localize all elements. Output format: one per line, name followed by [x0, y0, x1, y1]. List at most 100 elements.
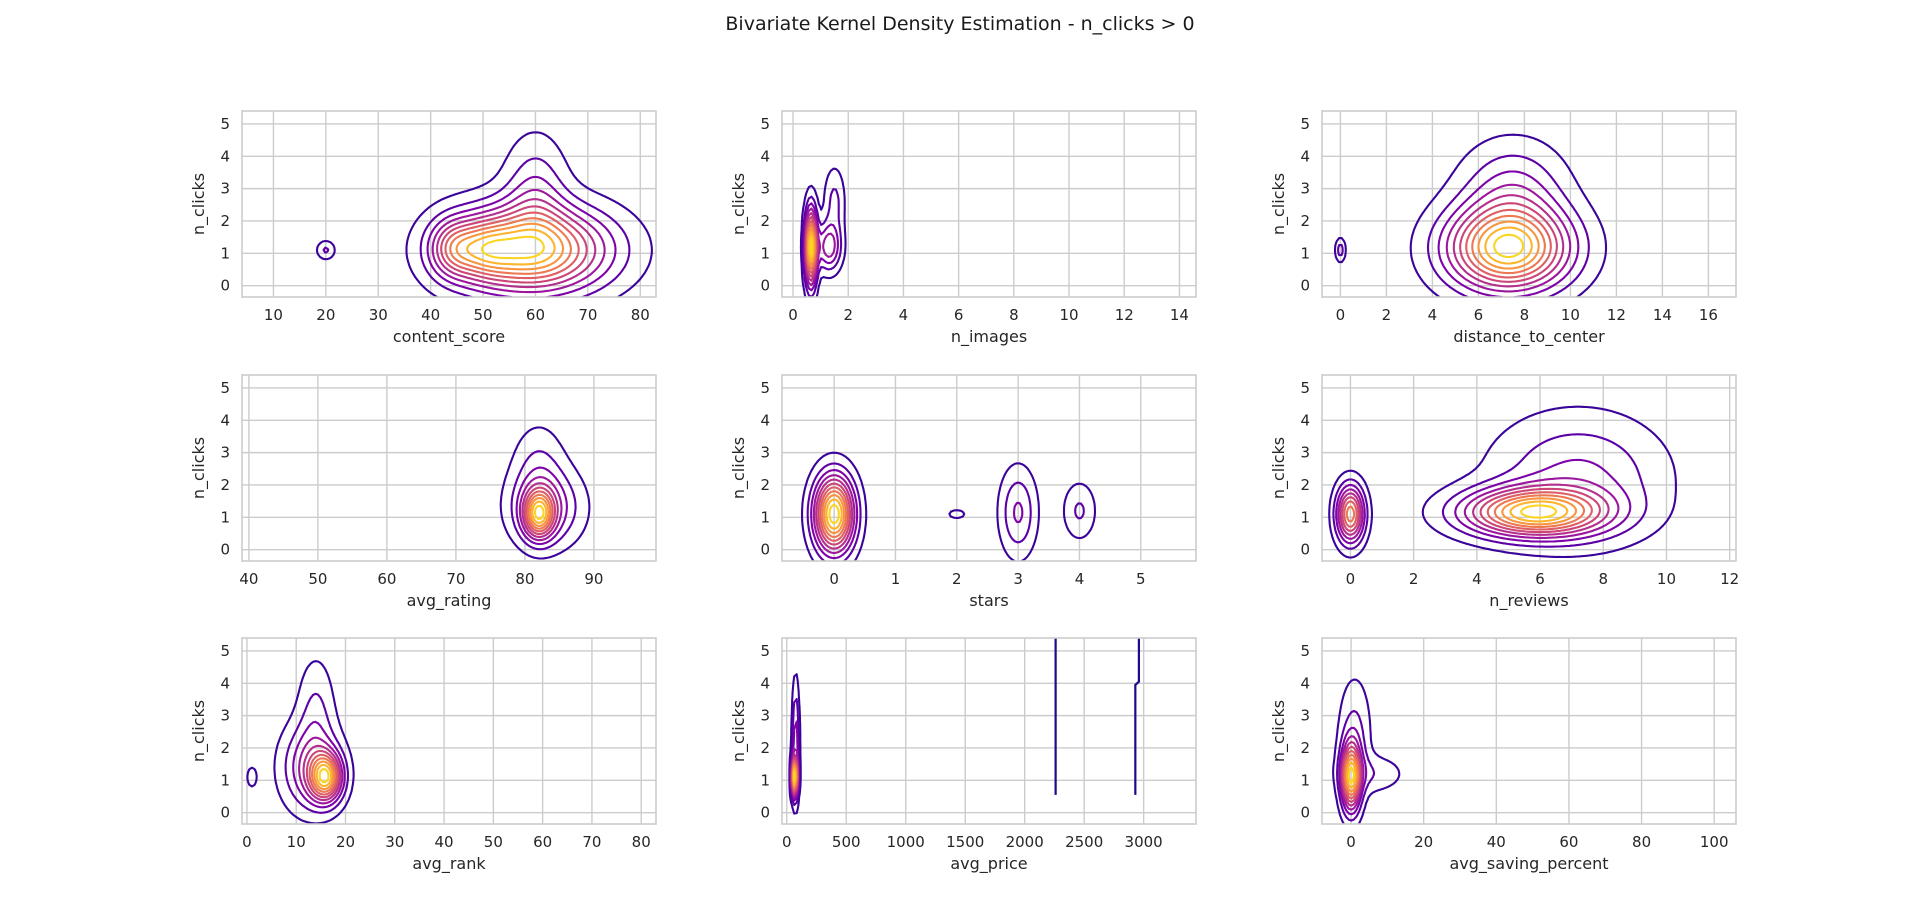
- x-tick-label: 6: [954, 306, 964, 324]
- y-tick-label: 3: [1300, 180, 1310, 198]
- y-tick-label: 4: [1300, 411, 1310, 429]
- y-tick-label: 4: [220, 147, 230, 165]
- y-tick-label: 2: [760, 212, 770, 230]
- x-tick-label: 2: [1382, 306, 1392, 324]
- x-tick-label: 2: [1409, 570, 1419, 588]
- contour-level-8: [1344, 753, 1359, 797]
- y-tick-label: 5: [760, 642, 770, 660]
- contour-level-6: [440, 205, 588, 284]
- contour-level-5: [1452, 194, 1565, 288]
- y-tick-label: 3: [760, 180, 770, 198]
- contour-level-11: [792, 770, 796, 783]
- x-tick-label: 80: [1632, 833, 1651, 851]
- contour-level-9: [1345, 757, 1358, 793]
- y-tick-label: 4: [220, 411, 230, 429]
- contour-level-1: [315, 131, 653, 297]
- x-tick-label: 3: [1013, 570, 1023, 588]
- subplot-content_score: 10 20 30 40 50 60 70 80 0 1 2 3 4 5 content_score n_cli…: [189, 110, 657, 347]
- contour-level-2: [1336, 709, 1376, 822]
- contour-level-3: [515, 466, 568, 546]
- y-axis-label: n_clicks: [189, 700, 209, 762]
- y-tick-label: 5: [1300, 115, 1310, 133]
- contour-level-6: [305, 749, 340, 799]
- contour-level-10: [1509, 500, 1569, 523]
- y-tick-label: 3: [220, 444, 230, 462]
- x-tick-label: 80: [632, 833, 651, 851]
- x-tick-label: 60: [1559, 833, 1578, 851]
- y-tick-label: 1: [760, 771, 770, 789]
- density-contours: [1332, 678, 1401, 824]
- y-tick-label: 0: [1300, 541, 1310, 559]
- subplot-stars: 0 1 2 3 4 5 0 1 2 3 4 5 stars n_clicks: [729, 374, 1197, 610]
- subplot-avg_rating: 40 50 60 70 80 90 0 1 2 3 4 5 avg_rating n_clicks: [189, 374, 657, 611]
- y-axis-label: n_clicks: [1269, 700, 1289, 762]
- contour-level-7: [1343, 749, 1361, 800]
- contour-level-11: [480, 235, 545, 260]
- contour-level-4: [298, 736, 344, 805]
- x-tick-label: 100: [1700, 833, 1729, 851]
- x-tick-label: 0: [242, 833, 252, 851]
- plot-frame: [1321, 110, 1737, 298]
- x-axis-label: avg_price: [950, 854, 1027, 874]
- contour-level-9: [1477, 220, 1540, 270]
- y-tick-label: 2: [220, 739, 230, 757]
- contour-level-1: [1333, 133, 1608, 297]
- x-tick-label: 40: [1487, 833, 1506, 851]
- subplot-distance_to_center: 0 2 4 6 8 10 12 14 16012345distance_to_centern_c…: [1269, 110, 1737, 347]
- x-tick-label: 60: [377, 570, 396, 588]
- y-tick-label: 1: [1300, 244, 1310, 262]
- y-tick-label: 0: [760, 277, 770, 295]
- contour-level-11: [1493, 233, 1525, 259]
- x-axis-label: avg_rank: [412, 854, 486, 874]
- plot-frame: [1321, 637, 1737, 825]
- contour-level-2: [801, 188, 843, 297]
- x-tick-label: 8: [1009, 306, 1019, 324]
- y-tick-label: 2: [220, 476, 230, 494]
- x-tick-label: 70: [446, 570, 465, 588]
- x-tick-label: 16: [1699, 306, 1718, 324]
- x-tick-label: 70: [582, 833, 601, 851]
- contour-level-4: [1445, 183, 1572, 293]
- x-tick-label: 20: [316, 306, 335, 324]
- contour-level-3: [1338, 726, 1368, 816]
- contour-level-3: [426, 175, 617, 297]
- plot-frame: [781, 637, 1197, 825]
- x-tick-label: 50: [308, 570, 327, 588]
- contour-level-9: [529, 497, 550, 527]
- x-tick-label: 90: [584, 570, 603, 588]
- x-tick-label: 0: [782, 833, 792, 851]
- contour-level-9: [823, 494, 846, 535]
- x-tick-label: 12: [1115, 306, 1134, 324]
- y-tick-label: 4: [1300, 147, 1310, 165]
- y-tick-label: 2: [760, 739, 770, 757]
- contour-level-2: [510, 450, 577, 551]
- x-tick-label: 5: [1136, 570, 1146, 588]
- x-tick-label: 20: [1414, 833, 1433, 851]
- contour-level-2: [1332, 433, 1648, 550]
- x-tick-label: 500: [832, 833, 861, 851]
- x-tick-label: 8: [1520, 306, 1530, 324]
- density-contours: [246, 660, 355, 824]
- contour-level-10: [315, 763, 333, 788]
- x-tick-label: 0: [1346, 833, 1356, 851]
- y-tick-label: 5: [220, 379, 230, 397]
- x-axis-label: n_images: [951, 327, 1027, 347]
- y-tick-label: 5: [760, 379, 770, 397]
- contour-level-5: [436, 198, 597, 289]
- y-tick-label: 5: [220, 642, 230, 660]
- x-tick-label: 4: [899, 306, 909, 324]
- contour-level-5: [302, 744, 342, 802]
- contour-level-11: [828, 503, 840, 525]
- y-tick-label: 3: [220, 707, 230, 725]
- y-tick-label: 3: [1300, 444, 1310, 462]
- contour-level-2: [322, 157, 631, 297]
- x-tick-label: 60: [526, 306, 545, 324]
- y-tick-label: 3: [1300, 707, 1310, 725]
- contour-level-4: [518, 476, 563, 542]
- contour-level-7: [1343, 491, 1593, 531]
- x-tick-label: 30: [369, 306, 388, 324]
- density-contours: [1333, 133, 1608, 297]
- contour-level-11: [318, 768, 330, 784]
- y-tick-label: 2: [760, 476, 770, 494]
- x-axis-label: stars: [969, 591, 1008, 610]
